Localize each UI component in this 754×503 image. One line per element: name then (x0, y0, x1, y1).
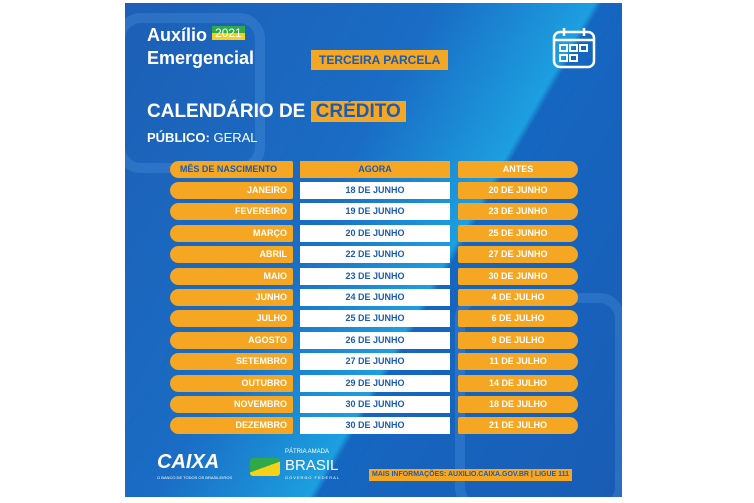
before-date-cell: 18 DE JULHO (458, 396, 578, 413)
now-date-cell: 30 DE JUNHO (300, 417, 450, 435)
now-date-cell: 20 DE JUNHO (300, 224, 450, 242)
table-row: MAIO 23 DE JUNHO 30 DE JUNHO (170, 267, 578, 285)
now-date-cell: 24 DE JUNHO (300, 289, 450, 306)
table-row: JULHO 25 DE JUNHO 6 DE JULHO (170, 310, 578, 328)
before-date-cell: 30 DE JUNHO (458, 267, 578, 285)
month-cell: JANEIRO (170, 182, 293, 199)
table-row: JUNHO 24 DE JUNHO 4 DE JULHO (170, 289, 578, 306)
installment-badge: TERCEIRA PARCELA (311, 50, 449, 70)
table-row: ABRIL 22 DE JUNHO 27 DE JUNHO (170, 246, 578, 264)
title-part1: CALENDÁRIO DE (147, 101, 306, 122)
table-row: FEVEREIRO 19 DE JUNHO 23 DE JUNHO (170, 203, 578, 221)
now-date-cell: 27 DE JUNHO (300, 353, 450, 371)
now-date-cell: 30 DE JUNHO (300, 396, 450, 413)
header-month: MÊS DE NASCIMENTO (170, 161, 293, 178)
month-cell: DEZEMBRO (170, 417, 293, 435)
before-date-cell: 9 DE JULHO (458, 331, 578, 349)
program-logo: Auxílio 2021 Emergencial (147, 24, 254, 70)
gov-line1: PÁTRIA AMADA (285, 449, 330, 455)
header-now: AGORA (300, 161, 450, 178)
table-row: AGOSTO 26 DE JUNHO 9 DE JULHO (170, 331, 578, 349)
before-date-cell: 4 DE JULHO (458, 289, 578, 306)
month-cell: FEVEREIRO (170, 203, 293, 221)
caixa-logo: CAIXA O BANCO DE TODOS OS BRASILEIROS (157, 450, 232, 481)
page-title: CALENDÁRIO DE CRÉDITO (147, 99, 406, 124)
before-date-cell: 23 DE JUNHO (458, 203, 578, 221)
audience-label: PÚBLICO: (147, 130, 210, 145)
gov-line3: GOVERNO FEDERAL (285, 475, 341, 480)
logo-line2: Emergencial (147, 48, 255, 68)
now-date-cell: 26 DE JUNHO (300, 331, 450, 349)
table-row: MARÇO 20 DE JUNHO 25 DE JUNHO (170, 224, 578, 242)
now-date-cell: 25 DE JUNHO (300, 310, 450, 328)
brasil-flag-icon (250, 458, 280, 476)
now-date-cell: 19 DE JUNHO (300, 203, 450, 221)
before-date-cell: 25 DE JUNHO (458, 224, 578, 242)
before-date-cell: 20 DE JUNHO (458, 182, 578, 199)
month-cell: NOVEMBRO (170, 396, 293, 413)
table-row: DEZEMBRO 30 DE JUNHO 21 DE JULHO (170, 417, 578, 435)
calendar-icon (552, 27, 596, 69)
before-date-cell: 11 DE JULHO (458, 353, 578, 371)
month-cell: AGOSTO (170, 331, 293, 349)
audience: PÚBLICO: GERAL (147, 129, 258, 146)
title-highlight: CRÉDITO (310, 101, 406, 122)
now-date-cell: 22 DE JUNHO (300, 246, 450, 264)
now-date-cell: 29 DE JUNHO (300, 374, 450, 392)
calendar-graphic: Auxílio 2021 Emergencial TERCEIRA PARCEL… (125, 3, 622, 497)
logo-year: 2021 (212, 26, 245, 40)
now-date-cell: 23 DE JUNHO (300, 267, 450, 285)
table-row: NOVEMBRO 30 DE JUNHO 18 DE JULHO (170, 396, 578, 413)
more-info-banner: MAIS INFORMAÇÕES: AUXILIO.CAIXA.GOV.BR |… (369, 469, 573, 481)
government-logo: PÁTRIA AMADA BRASIL GOVERNO FEDERAL (285, 448, 340, 481)
caixa-tagline: O BANCO DE TODOS OS BRASILEIROS (157, 475, 232, 480)
month-cell: ABRIL (170, 246, 293, 264)
before-date-cell: 21 DE JULHO (458, 417, 578, 435)
month-cell: JUNHO (170, 289, 293, 306)
month-cell: MARÇO (170, 224, 293, 242)
table-row: JANEIRO 18 DE JUNHO 20 DE JUNHO (170, 182, 578, 199)
header-before: ANTES (458, 161, 578, 178)
month-cell: OUTUBRO (170, 374, 293, 392)
audience-value: GERAL (213, 130, 258, 145)
gov-line2: BRASIL (285, 457, 339, 474)
table-row: SETEMBRO 27 DE JUNHO 11 DE JULHO (170, 353, 578, 371)
month-cell: MAIO (170, 267, 293, 285)
logo-line1: Auxílio (147, 25, 208, 45)
month-cell: JULHO (170, 310, 293, 328)
now-date-cell: 18 DE JUNHO (300, 182, 450, 199)
table-row: OUTUBRO 29 DE JUNHO 14 DE JULHO (170, 374, 578, 392)
before-date-cell: 14 DE JULHO (458, 374, 578, 392)
table-header: MÊS DE NASCIMENTO AGORA ANTES (170, 161, 578, 178)
month-cell: SETEMBRO (170, 353, 293, 371)
caixa-wordmark: CAIXA (157, 451, 220, 473)
before-date-cell: 6 DE JULHO (458, 310, 578, 328)
before-date-cell: 27 DE JUNHO (458, 246, 578, 264)
